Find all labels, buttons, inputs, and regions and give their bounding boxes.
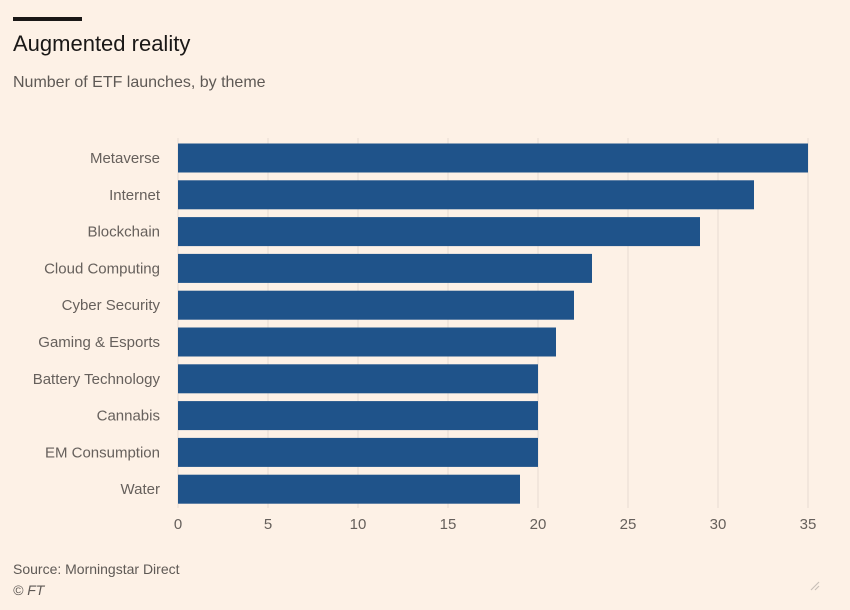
bar — [178, 327, 556, 357]
x-tick-label: 30 — [710, 516, 727, 533]
category-label: EM Consumption — [45, 444, 160, 461]
category-label: Cannabis — [97, 408, 160, 425]
bar — [178, 180, 754, 210]
category-label: Cyber Security — [62, 297, 161, 314]
x-axis-ticks: 0 5 10 15 20 25 30 35 — [174, 516, 817, 533]
category-label: Blockchain — [87, 224, 160, 241]
x-tick-label: 0 — [174, 516, 182, 533]
source-note: Source: Morningstar Direct — [13, 561, 180, 577]
chart-subtitle: Number of ETF launches, by theme — [13, 74, 266, 91]
category-labels: Metaverse Internet Blockchain Cloud Computi… — [33, 150, 161, 498]
x-tick-label: 15 — [440, 516, 457, 533]
category-label: Water — [121, 481, 160, 498]
resize-grip-icon[interactable] — [810, 581, 820, 591]
bar — [178, 364, 538, 394]
category-label: Cloud Computing — [44, 260, 160, 277]
bar — [178, 143, 808, 173]
bar — [178, 290, 574, 320]
category-label: Battery Technology — [33, 371, 161, 388]
bar — [178, 253, 592, 283]
bar — [178, 217, 700, 247]
copyright-credit: © FT — [13, 582, 45, 598]
x-tick-label: 35 — [800, 516, 817, 533]
x-tick-label: 5 — [264, 516, 272, 533]
bars — [178, 143, 808, 504]
bar-chart: Metaverse Internet Blockchain Cloud Computi… — [33, 138, 817, 533]
category-label: Gaming & Esports — [38, 334, 160, 351]
title-rule — [13, 17, 82, 21]
chart-title: Augmented reality — [13, 31, 191, 56]
x-tick-label: 20 — [530, 516, 547, 533]
x-tick-label: 10 — [350, 516, 367, 533]
bar — [178, 437, 538, 467]
x-tick-label: 25 — [620, 516, 637, 533]
bar — [178, 401, 538, 431]
category-label: Metaverse — [90, 150, 160, 167]
category-label: Internet — [109, 187, 161, 204]
bar — [178, 474, 520, 504]
